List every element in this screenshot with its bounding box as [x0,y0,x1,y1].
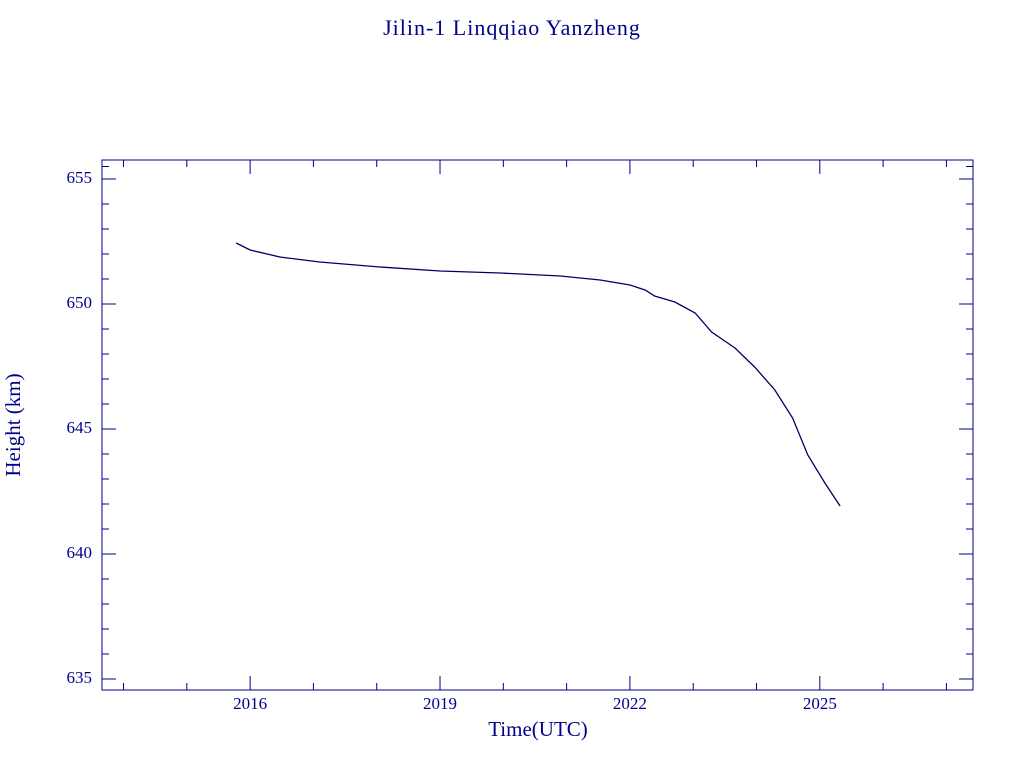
y-tick-label: 650 [67,293,93,312]
x-axis-label: Time(UTC) [488,717,588,741]
y-tick-label: 655 [67,168,93,187]
y-tick-label: 640 [67,543,93,562]
chart-title: Jilin-1 Linqqiao Yanzheng [383,15,641,40]
x-tick-label: 2022 [613,694,647,713]
x-tick-label: 2025 [803,694,837,713]
y-tick-label: 645 [67,418,93,437]
x-tick-label: 2016 [233,694,267,713]
x-tick-label: 2019 [423,694,457,713]
y-axis-label: Height (km) [1,373,25,476]
data-line [235,242,841,507]
y-tick-label: 635 [67,668,93,687]
plot-frame [101,159,974,691]
